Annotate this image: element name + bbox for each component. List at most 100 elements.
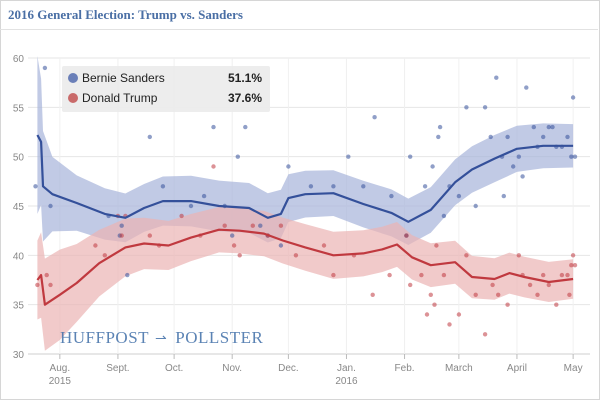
- poll-point-sanders: [361, 184, 366, 189]
- poll-point-trump: [516, 253, 521, 258]
- poll-point-sanders: [520, 174, 525, 179]
- watermark-right-text: POLLSTER: [175, 328, 264, 347]
- poll-point-trump: [147, 233, 152, 238]
- poll-point-sanders: [441, 213, 447, 219]
- x-tick-label: Feb.: [395, 363, 415, 374]
- poll-point-trump: [535, 292, 540, 297]
- title-divider: [0, 29, 598, 30]
- legend-value: 51.1%: [227, 71, 262, 85]
- pollster-arrow-icon: ⇀: [155, 332, 168, 347]
- poll-point-sanders: [408, 154, 413, 159]
- poll-point-trump: [434, 243, 439, 248]
- poll-point-trump: [567, 292, 572, 297]
- legend-value: 37.6%: [227, 91, 262, 105]
- poll-point-sanders: [119, 223, 124, 228]
- poll-point-trump: [119, 233, 124, 238]
- legend-swatch: [68, 73, 78, 83]
- legend-item-trump[interactable]: Donald Trump 37.6%: [62, 89, 270, 109]
- poll-point-sanders: [473, 203, 478, 209]
- poll-point-sanders: [201, 193, 207, 199]
- poll-point-trump: [570, 253, 576, 258]
- poll-point-trump: [473, 292, 478, 297]
- poll-point-sanders: [488, 134, 493, 140]
- poll-point-trump: [179, 213, 184, 219]
- poll-point-trump: [250, 223, 255, 228]
- y-tick-label: 60: [13, 54, 25, 65]
- poll-point-trump: [428, 292, 433, 297]
- poll-point-trump: [419, 272, 424, 278]
- poll-point-trump: [102, 253, 108, 258]
- poll-point-sanders: [511, 164, 516, 169]
- poll-point-sanders: [243, 124, 248, 130]
- poll-point-trump: [554, 302, 559, 307]
- poll-point-trump: [231, 243, 237, 248]
- x-tick-label: Oct.: [165, 363, 183, 374]
- legend-name: Bernie Sanders: [82, 71, 165, 85]
- axis-labels: 30 35 40 45 50 55 60 Aug. Sept. Oct. Nov. Dec. Jan. F…: [13, 54, 583, 387]
- x-tick-label: Aug.: [50, 363, 71, 374]
- poll-point-trump: [93, 243, 98, 248]
- y-tick-label: 50: [13, 153, 25, 164]
- poll-point-sanders: [230, 233, 235, 238]
- poll-point-trump: [546, 282, 551, 288]
- poll-point-sanders: [456, 193, 462, 199]
- poll-point-sanders: [516, 154, 521, 159]
- poll-point-sanders: [188, 203, 194, 209]
- poll-point-trump: [211, 164, 216, 169]
- x-year-label: 2016: [335, 376, 358, 387]
- poll-point-sanders: [546, 124, 551, 130]
- poll-point-trump: [331, 272, 336, 278]
- legend-name: Donald Trump: [82, 91, 158, 105]
- confidence-band-trump: [37, 207, 574, 351]
- poll-point-sanders: [437, 124, 443, 130]
- poll-point-sanders: [436, 134, 441, 140]
- poll-point-sanders: [570, 95, 576, 100]
- poll-point-trump: [370, 292, 375, 297]
- poll-point-sanders: [494, 75, 499, 80]
- x-tick-label: Dec.: [278, 363, 299, 374]
- poll-point-sanders: [235, 154, 240, 159]
- x-tick-label: April: [507, 363, 527, 374]
- x-tick-label: Nov.: [222, 363, 242, 374]
- legend-item-sanders[interactable]: Bernie Sanders 51.1%: [62, 69, 270, 89]
- poll-point-sanders: [572, 154, 578, 159]
- poll-point-sanders: [541, 134, 546, 140]
- huffpost-pollster-watermark: HUFFPOST ⇀ POLLSTER: [60, 328, 263, 348]
- watermark-left-text: HUFFPOST: [60, 328, 150, 347]
- poll-point-sanders: [48, 203, 53, 209]
- poll-point-sanders: [524, 85, 529, 90]
- x-tick-label: March: [445, 363, 473, 374]
- confidence-band-sanders: [37, 56, 574, 245]
- poll-point-trump: [505, 302, 510, 307]
- poll-point-trump: [408, 282, 413, 288]
- poll-point-trump: [321, 243, 327, 248]
- poll-point-sanders: [42, 65, 48, 71]
- poll-point-sanders: [531, 124, 536, 130]
- x-year-label: 2015: [49, 376, 72, 387]
- poll-point-sanders: [308, 184, 314, 189]
- poll-point-trump: [456, 312, 462, 317]
- poll-point-trump: [44, 272, 49, 278]
- poll-point-sanders: [160, 184, 166, 189]
- poll-point-trump: [569, 263, 574, 268]
- poll-point-trump: [565, 272, 570, 278]
- y-tick-label: 40: [13, 251, 25, 262]
- poll-point-trump: [559, 272, 565, 278]
- poll-point-sanders: [505, 134, 510, 140]
- poll-point-sanders: [565, 134, 570, 140]
- poll-point-sanders: [389, 193, 394, 199]
- poll-point-trump: [482, 332, 488, 337]
- poll-point-trump: [490, 282, 495, 288]
- poll-point-sanders: [550, 124, 555, 130]
- poll-point-sanders: [147, 134, 152, 140]
- poll-point-trump: [441, 272, 447, 278]
- poll-point-trump: [432, 302, 437, 307]
- poll-point-sanders: [422, 184, 428, 189]
- poll-point-sanders: [286, 164, 291, 169]
- poll-point-trump: [447, 322, 452, 327]
- poll-point-trump: [35, 282, 40, 288]
- trend-line-trump: [36, 228, 574, 306]
- poll-point-trump: [464, 253, 469, 258]
- x-tick-label: Sept.: [106, 363, 129, 374]
